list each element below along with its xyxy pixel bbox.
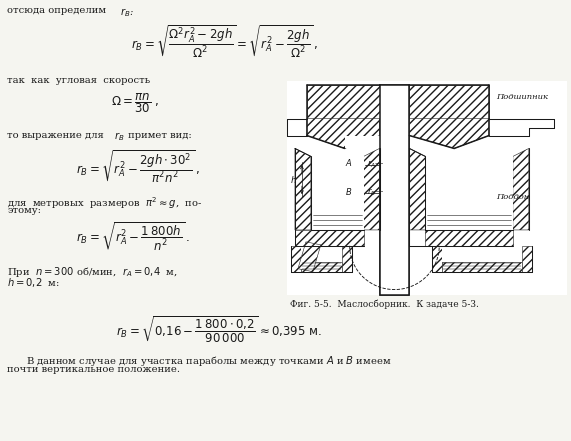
Text: то выражение для: то выражение для bbox=[7, 131, 107, 139]
Text: $B$: $B$ bbox=[345, 186, 352, 197]
Polygon shape bbox=[291, 246, 301, 272]
Text: $h$: $h$ bbox=[290, 174, 297, 185]
Bar bbox=[380, 85, 409, 295]
Text: Фиг. 5-5.  Маслосборник.  К задаче 5-3.: Фиг. 5-5. Маслосборник. К задаче 5-3. bbox=[290, 299, 479, 309]
Bar bbox=[380, 85, 409, 295]
Polygon shape bbox=[364, 149, 380, 230]
Text: $r_B$:: $r_B$: bbox=[120, 6, 134, 19]
Text: для  метровых  размеров  $\pi^2 \approx g$,  по-: для метровых размеров $\pi^2 \approx g$,… bbox=[7, 195, 203, 211]
Polygon shape bbox=[409, 119, 489, 149]
Text: $r_B = \sqrt{r_A^2 - \dfrac{1\,800h}{n^2}}\,.$: $r_B = \sqrt{r_A^2 - \dfrac{1\,800h}{n^2… bbox=[76, 220, 190, 253]
Text: $r_B$: $r_B$ bbox=[114, 131, 124, 143]
Text: $A$: $A$ bbox=[345, 157, 352, 168]
Text: Подшипник: Подшипник bbox=[496, 93, 548, 101]
Polygon shape bbox=[295, 149, 311, 230]
Text: При  $n = 300$ об/мин,  $r_A = 0{,}4$  м,: При $n = 300$ об/мин, $r_A = 0{,}4$ м, bbox=[7, 265, 178, 279]
Text: $r_A$—: $r_A$— bbox=[367, 159, 384, 170]
Text: $r_B = \sqrt{\dfrac{\Omega^2 r_A^2 - 2gh}{\Omega^2}} = \sqrt{r_A^2 - \dfrac{2gh}: $r_B = \sqrt{\dfrac{\Omega^2 r_A^2 - 2gh… bbox=[131, 23, 318, 60]
Text: этому:: этому: bbox=[7, 206, 41, 215]
Polygon shape bbox=[409, 149, 425, 230]
Polygon shape bbox=[298, 242, 321, 272]
Polygon shape bbox=[301, 262, 341, 272]
Polygon shape bbox=[442, 262, 522, 272]
Polygon shape bbox=[341, 246, 352, 272]
Polygon shape bbox=[522, 246, 532, 272]
Bar bbox=[409, 85, 489, 119]
Text: почти вертикальное положение.: почти вертикальное положение. bbox=[7, 365, 180, 374]
Text: $r_B = \sqrt{0{,}16 - \dfrac{1\,800 \cdot 0{,}2}{90\,000}} \approx 0{,}395\text{: $r_B = \sqrt{0{,}16 - \dfrac{1\,800 \cdo… bbox=[116, 314, 321, 344]
Polygon shape bbox=[425, 230, 513, 246]
Polygon shape bbox=[442, 246, 522, 262]
Bar bbox=[345, 135, 380, 149]
Polygon shape bbox=[301, 246, 341, 262]
Polygon shape bbox=[311, 157, 364, 230]
Polygon shape bbox=[432, 246, 442, 272]
Text: примет вид:: примет вид: bbox=[125, 131, 191, 139]
Bar bbox=[307, 85, 380, 119]
Text: $h = 0{,}2$  м:: $h = 0{,}2$ м: bbox=[7, 276, 61, 289]
Text: $\Omega = \dfrac{\pi n}{30}\ ,$: $\Omega = \dfrac{\pi n}{30}\ ,$ bbox=[111, 91, 159, 115]
Text: отсюда определим: отсюда определим bbox=[7, 6, 110, 15]
Text: $r_B = \sqrt{r_A^2 - \dfrac{2gh\cdot30^2}{\pi^2 n^2}}\,,$: $r_B = \sqrt{r_A^2 - \dfrac{2gh\cdot30^2… bbox=[76, 149, 200, 185]
Polygon shape bbox=[425, 157, 513, 230]
Text: $r_B$—: $r_B$— bbox=[367, 187, 384, 198]
Polygon shape bbox=[307, 119, 380, 149]
Polygon shape bbox=[295, 230, 364, 246]
Text: так  как  угловая  скорость: так как угловая скорость bbox=[7, 76, 151, 85]
Bar bbox=[287, 81, 566, 295]
Text: Поддон: Поддон bbox=[496, 193, 529, 201]
Text: В данном случае для участка параболы между точками $A$ и $B$ имеем: В данном случае для участка параболы меж… bbox=[26, 354, 392, 368]
Polygon shape bbox=[513, 149, 529, 230]
